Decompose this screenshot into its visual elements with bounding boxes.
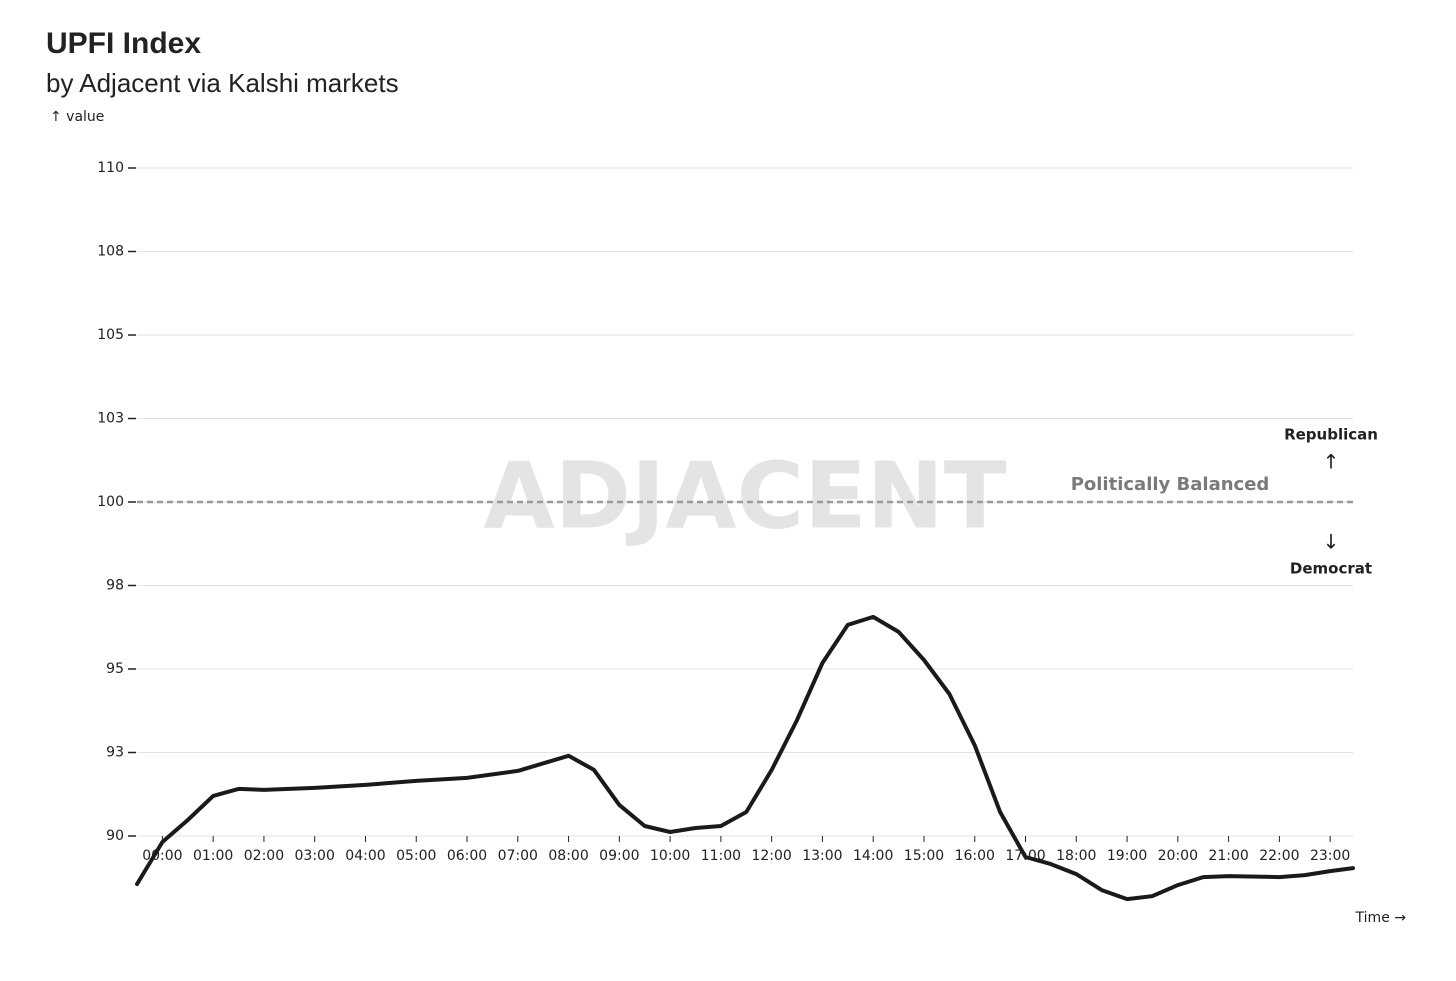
y-tick-label: 98 xyxy=(106,578,124,594)
x-tick-label: 16:00 xyxy=(955,848,995,864)
y-tick-label: 93 xyxy=(106,745,124,761)
y-tick-label: 105 xyxy=(97,327,124,343)
annotation: ↑ xyxy=(1323,450,1340,474)
chart-title: UPFI Index xyxy=(46,27,201,60)
x-tick-label: 19:00 xyxy=(1107,848,1147,864)
annotation: Republican xyxy=(1284,426,1378,444)
x-tick-label: 01:00 xyxy=(193,848,233,864)
x-tick-label: 04:00 xyxy=(345,848,385,864)
y-tick-label: 90 xyxy=(106,828,124,844)
chart-subtitle: by Adjacent via Kalshi markets xyxy=(46,68,399,98)
x-axis-label: Time → xyxy=(1355,910,1407,926)
x-tick-label: 15:00 xyxy=(904,848,944,864)
x-tick-label: 11:00 xyxy=(701,848,741,864)
y-tick-label: 95 xyxy=(106,661,124,677)
x-tick-label: 02:00 xyxy=(244,848,284,864)
y-tick-label: 100 xyxy=(97,494,124,510)
x-tick-label: 13:00 xyxy=(802,848,842,864)
x-tick-label: 23:00 xyxy=(1310,848,1350,864)
x-tick-label: 08:00 xyxy=(548,848,588,864)
x-tick-label: 21:00 xyxy=(1208,848,1248,864)
watermark: ADJACENT xyxy=(483,442,1006,549)
y-tick-label: 110 xyxy=(97,160,124,176)
annotation: Democrat xyxy=(1290,560,1372,578)
x-tick-label: 12:00 xyxy=(751,848,791,864)
x-tick-label: 09:00 xyxy=(599,848,639,864)
y-tick-label: 108 xyxy=(97,244,124,260)
reference-label: Politically Balanced xyxy=(1071,474,1270,495)
x-tick-label: 10:00 xyxy=(650,848,690,864)
x-tick-label: 20:00 xyxy=(1158,848,1198,864)
x-tick-label: 03:00 xyxy=(295,848,335,864)
y-tick-label: 103 xyxy=(97,411,124,427)
x-tick-label: 14:00 xyxy=(853,848,893,864)
x-tick-label: 18:00 xyxy=(1056,848,1096,864)
x-tick-label: 22:00 xyxy=(1259,848,1299,864)
annotation: ↓ xyxy=(1323,530,1340,554)
x-tick-label: 07:00 xyxy=(498,848,538,864)
x-tick-label: 05:00 xyxy=(396,848,436,864)
y-axis-label: ↑ value xyxy=(50,109,104,125)
x-tick-label: 06:00 xyxy=(447,848,487,864)
data-line xyxy=(135,614,1355,902)
